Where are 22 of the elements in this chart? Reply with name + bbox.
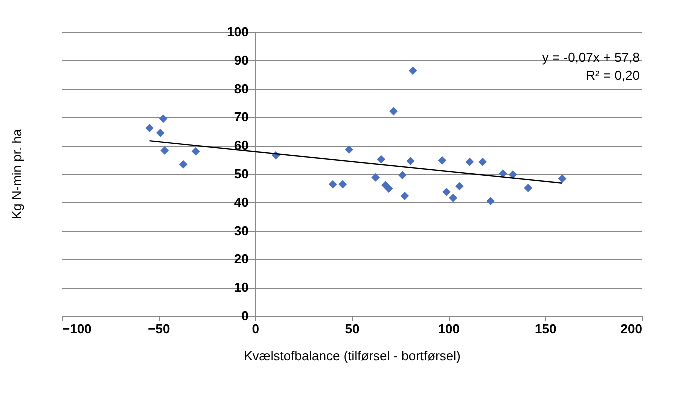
y-tick-label: 70 [234, 110, 249, 125]
y-tick-label: 90 [234, 52, 249, 68]
x-tick-label: 200 [620, 322, 642, 336]
x-tick-label: −50 [148, 322, 170, 336]
y-tick-label: 60 [234, 138, 249, 154]
y-tick-label: 30 [234, 223, 249, 238]
x-tick-label: 50 [345, 322, 360, 336]
x-tick-label: 0 [252, 322, 260, 336]
y-axis-title: Kg N-min pr. ha [10, 128, 24, 220]
annotation: y = -0,07x + 57,8 [542, 50, 640, 65]
y-tick-label: 50 [234, 166, 249, 182]
x-tick-label: −100 [62, 322, 92, 336]
y-tick-label: 10 [234, 280, 249, 296]
annotation: R² = 0,20 [586, 68, 640, 83]
y-tick-label: 0 [242, 308, 249, 324]
x-tick-label: 150 [534, 322, 557, 336]
y-tick-label: 20 [234, 252, 249, 267]
x-axis-title: Kvælstofbalance (tilførsel - bortførsel) [244, 348, 461, 364]
x-tick-label: 100 [438, 322, 460, 336]
y-tick-label: 100 [227, 24, 249, 40]
y-tick-label: 80 [234, 81, 249, 96]
y-tick-label: 40 [234, 194, 249, 210]
